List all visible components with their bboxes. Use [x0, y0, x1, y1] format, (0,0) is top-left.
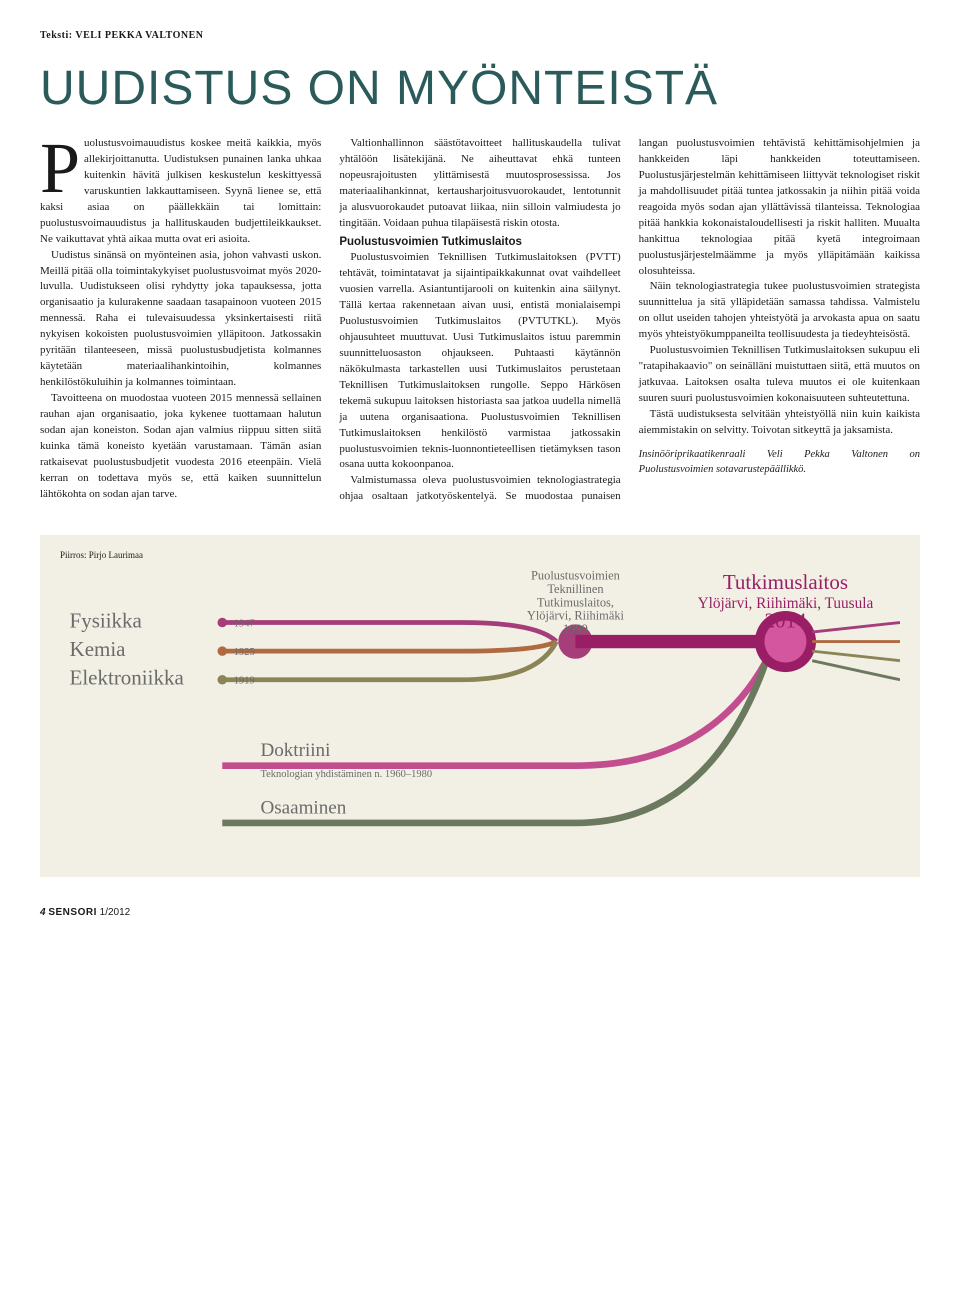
issue-number: 1/2012: [100, 907, 131, 918]
article-page: Teksti: VELI PEKKA VALTONEN UUDISTUS ON …: [0, 0, 960, 938]
body-columns: Puolustusvoimauudistus koskee meitä kaik…: [40, 136, 920, 505]
svg-text:Tutkimuslaitos: Tutkimuslaitos: [723, 570, 848, 594]
paragraph-7: Näin teknologiastrategia tukee puolustus…: [639, 279, 920, 343]
page-number: 4: [40, 907, 46, 918]
svg-text:Fysiikka: Fysiikka: [70, 609, 143, 633]
author-caption: Insinööriprikaatikenraali Veli Pekka Val…: [639, 447, 920, 477]
paragraph-3: Tavoitteena on muodostaa vuoteen 2015 me…: [40, 391, 321, 503]
subheading-1: Puolustusvoimien Tutkimuslaitos: [339, 234, 620, 251]
page-footer: 4 SENSORI 1/2012: [40, 907, 920, 918]
svg-text:Ylöjärvi, Riihimäki: Ylöjärvi, Riihimäki: [527, 609, 625, 623]
flowchart-diagram: Fysiikka 1947 Kemia 1925 Elektroniikka 1919 Pu…: [60, 570, 900, 856]
dropcap: P: [40, 136, 84, 198]
svg-text:Elektroniikka: Elektroniikka: [70, 666, 185, 690]
headline: UUDISTUS ON MYÖNTEISTÄ: [40, 61, 920, 116]
paragraph-1: Puolustusvoimauudistus koskee meitä kaik…: [40, 136, 321, 248]
diagram-section: Piirros: Pirjo Laurimaa Fysiikka 1947 Kemi…: [40, 535, 920, 876]
svg-text:Teknillinen: Teknillinen: [547, 582, 603, 596]
byline: Teksti: VELI PEKKA VALTONEN: [40, 30, 920, 41]
svg-text:Tutkimuslaitos,: Tutkimuslaitos,: [537, 596, 614, 610]
svg-text:Puolustusvoimien: Puolustusvoimien: [531, 570, 620, 583]
paragraph-8: Puolustusvoimien Teknillisen Tutkimuslai…: [639, 343, 920, 407]
magazine-name: SENSORI: [48, 907, 97, 918]
svg-text:2014: 2014: [764, 609, 806, 633]
paragraph-5: Puolustusvoimien Teknillisen Tutkimuslai…: [339, 250, 620, 473]
paragraph-4: Valtionhallinnon säästötavoitteet hallit…: [339, 136, 620, 232]
svg-text:Osaaminen: Osaaminen: [260, 798, 346, 819]
svg-text:1919: 1919: [234, 676, 255, 687]
svg-text:Doktriini: Doktriini: [260, 740, 330, 761]
svg-text:1947: 1947: [234, 619, 255, 630]
paragraph-2: Uudistus sinänsä on myönteinen asia, joh…: [40, 248, 321, 391]
paragraph-9: Tästä uudistuksesta selvitään yhteistyöl…: [639, 407, 920, 439]
diagram-credit: Piirros: Pirjo Laurimaa: [60, 550, 900, 560]
svg-text:Kemia: Kemia: [70, 637, 127, 661]
svg-text:1925: 1925: [234, 647, 255, 658]
svg-text:Teknologian yhdistäminen n. 19: Teknologian yhdistäminen n. 1960–1980: [260, 769, 432, 780]
svg-text:1999: 1999: [563, 622, 588, 636]
